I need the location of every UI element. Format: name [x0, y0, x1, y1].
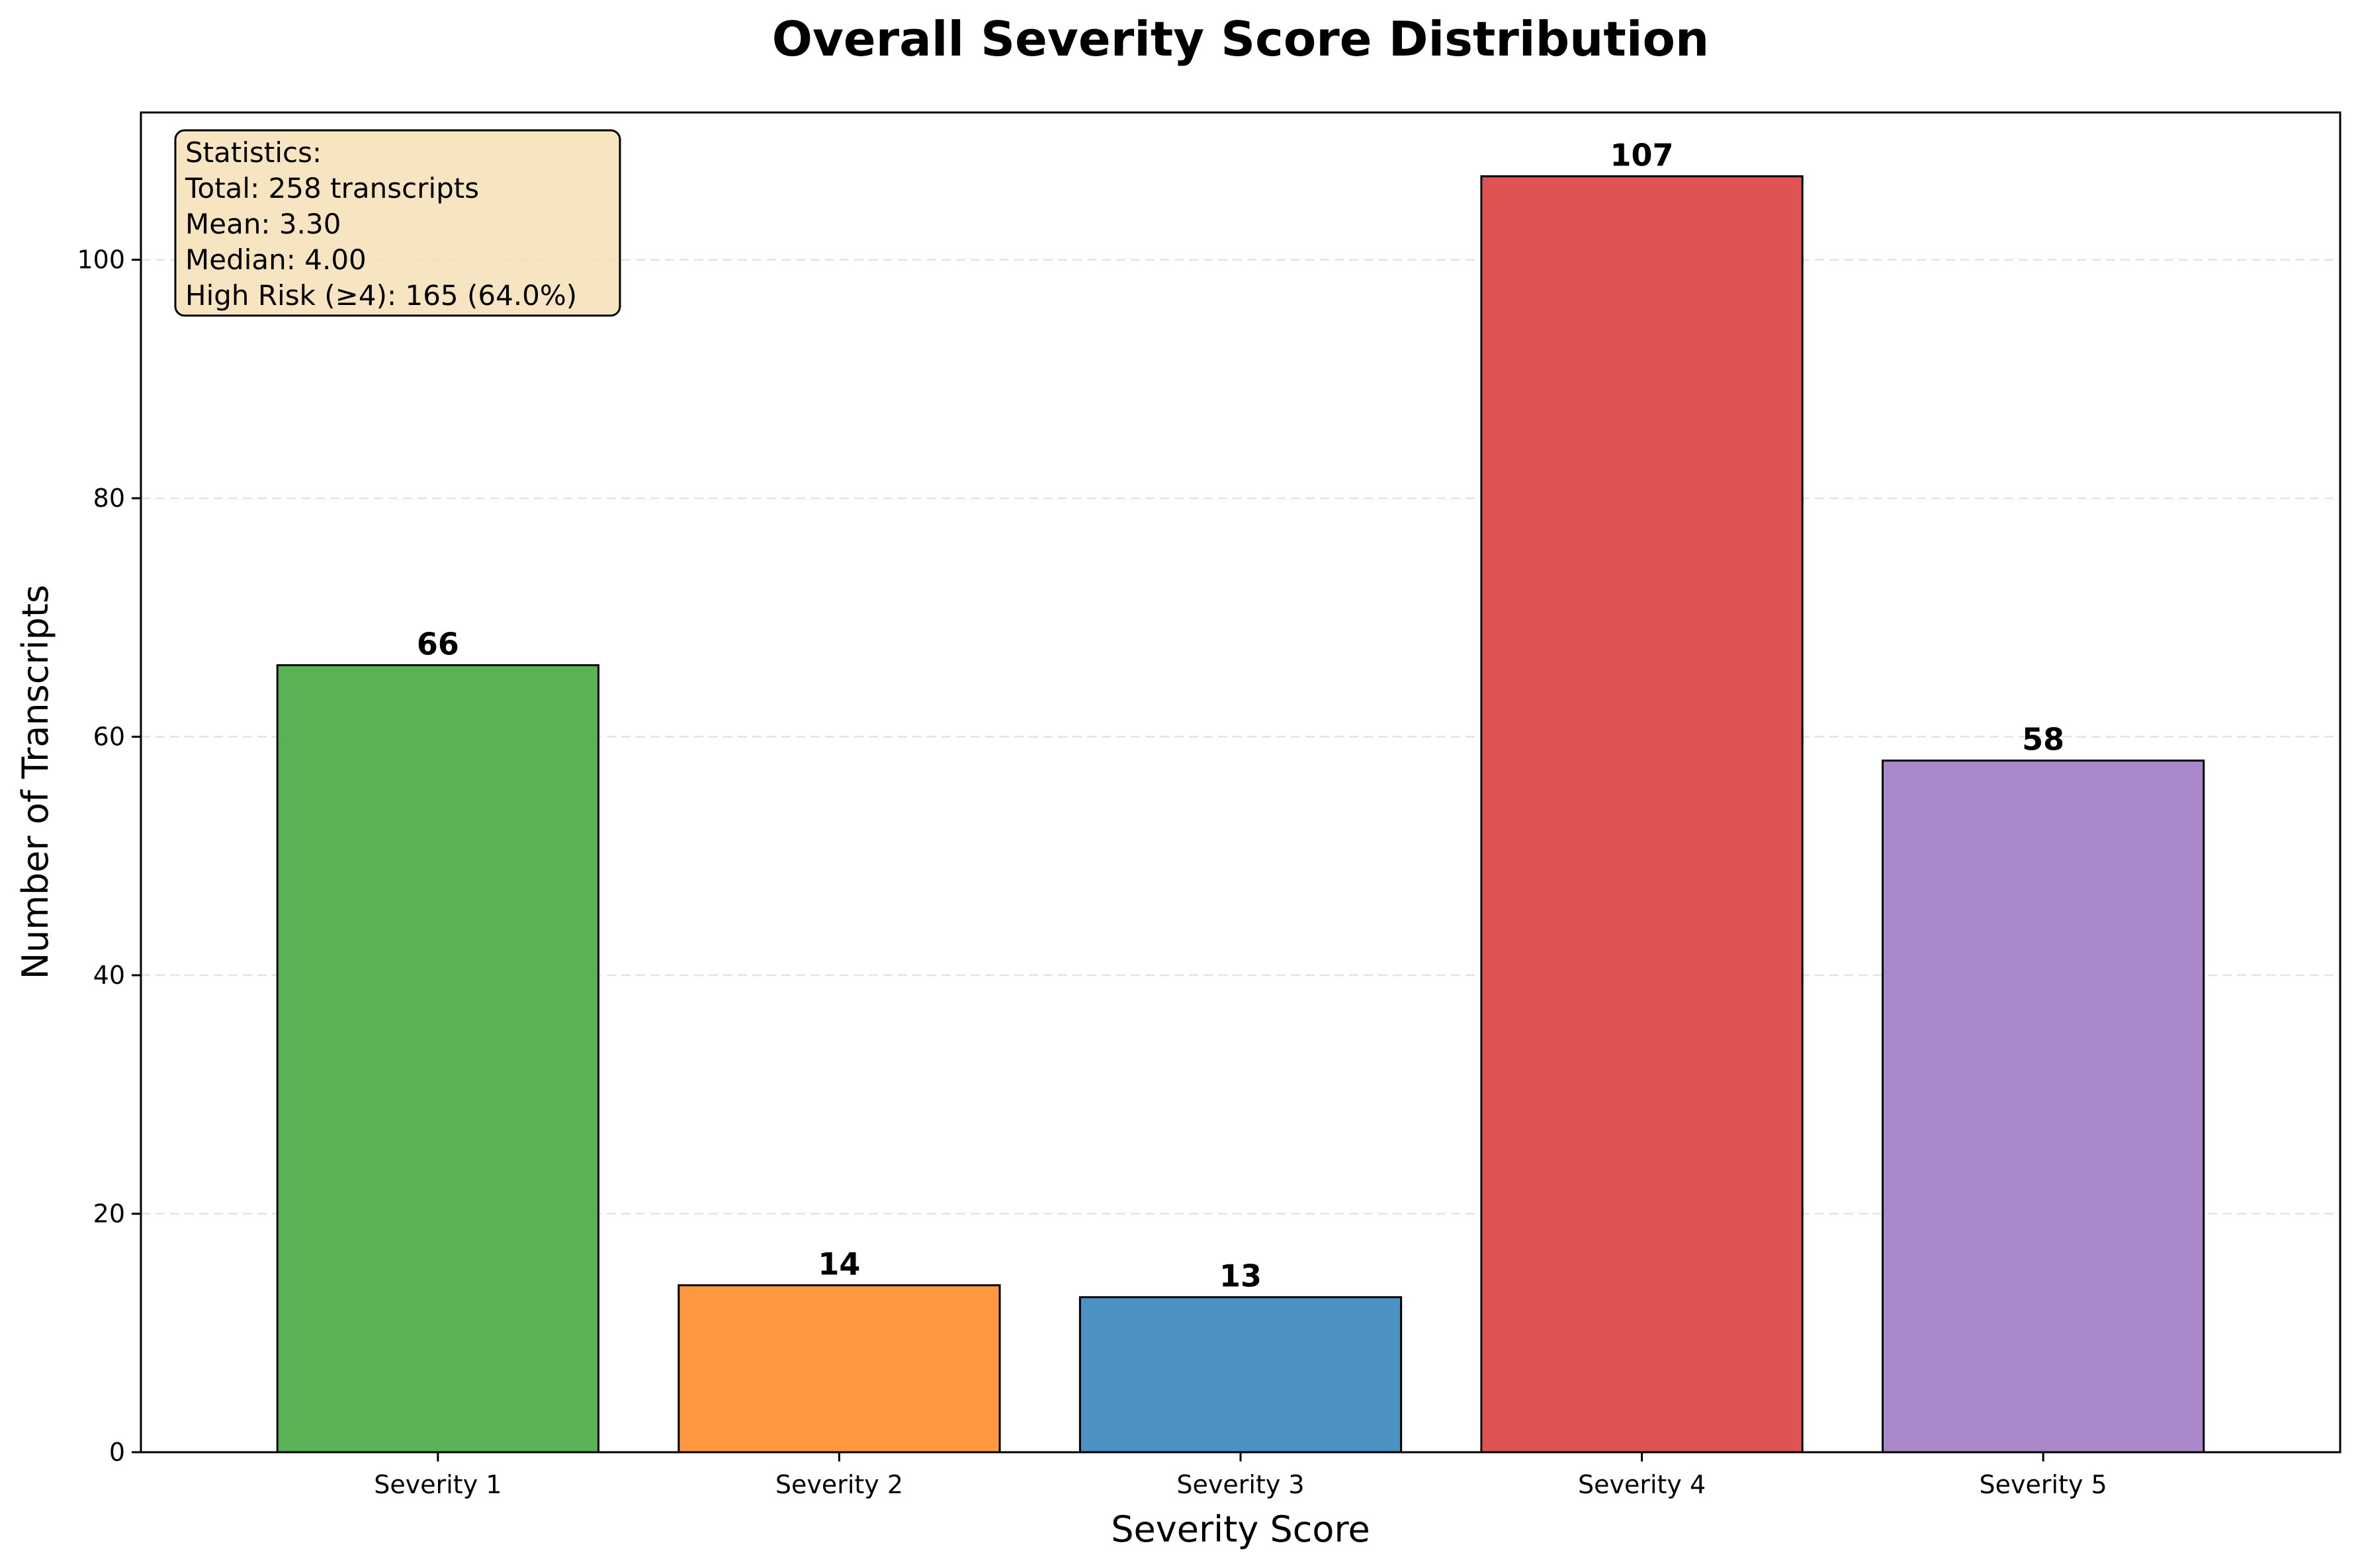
bar-2 — [678, 1284, 1001, 1454]
bar-3 — [1078, 1296, 1403, 1454]
bar-value-labels: 66 14 13 107 58 — [417, 137, 2064, 1293]
y-tick-label-60: 60 — [93, 722, 125, 752]
bar-5 — [1882, 760, 2205, 1454]
stats-line-heading: Statistics: — [185, 136, 322, 169]
y-axis-label: Number of Transcripts — [15, 585, 56, 979]
bars-group — [276, 175, 2205, 1454]
x-tick-label-4: Severity 4 — [1578, 1470, 1706, 1499]
y-tick-label-100: 100 — [77, 245, 125, 275]
x-axis-label: Severity Score — [1111, 1508, 1370, 1550]
bar-value-label-2: 14 — [818, 1246, 860, 1282]
y-tick-label-0: 0 — [109, 1438, 125, 1467]
bar-value-label-3: 13 — [1219, 1258, 1262, 1294]
x-axis-ticks: Severity 1 Severity 2 Severity 3 Severity 4… — [374, 1452, 2107, 1499]
statistics-box-background — [174, 129, 621, 317]
bar-value-label-5: 58 — [2022, 722, 2064, 758]
x-tick-label-3: Severity 3 — [1176, 1470, 1304, 1499]
y-tick-label-20: 20 — [93, 1199, 125, 1229]
bar-value-label-1: 66 — [417, 626, 459, 662]
stats-line-mean: Mean: 3.30 — [185, 208, 341, 240]
bar-1 — [276, 664, 599, 1454]
stats-line-median: Median: 4.00 — [185, 243, 367, 276]
y-tick-label-40: 40 — [93, 961, 125, 990]
y-tick-label-80: 80 — [93, 484, 125, 513]
x-tick-label-2: Severity 2 — [775, 1470, 903, 1499]
stats-line-total: Total: 258 transcripts — [185, 172, 479, 204]
statistics-box: Statistics: Total: 258 transcripts Mean:… — [174, 129, 621, 317]
x-tick-label-5: Severity 5 — [1980, 1470, 2107, 1499]
chart-title: Overall Severity Score Distribution — [772, 11, 1709, 67]
y-axis-ticks: 0 20 40 60 80 100 — [77, 245, 141, 1467]
stats-line-high-risk: High Risk (≥4): 165 (64.0%) — [185, 279, 577, 312]
x-tick-label-1: Severity 1 — [374, 1470, 502, 1499]
bar-4 — [1480, 175, 1804, 1454]
bar-value-label-4: 107 — [1610, 137, 1674, 173]
